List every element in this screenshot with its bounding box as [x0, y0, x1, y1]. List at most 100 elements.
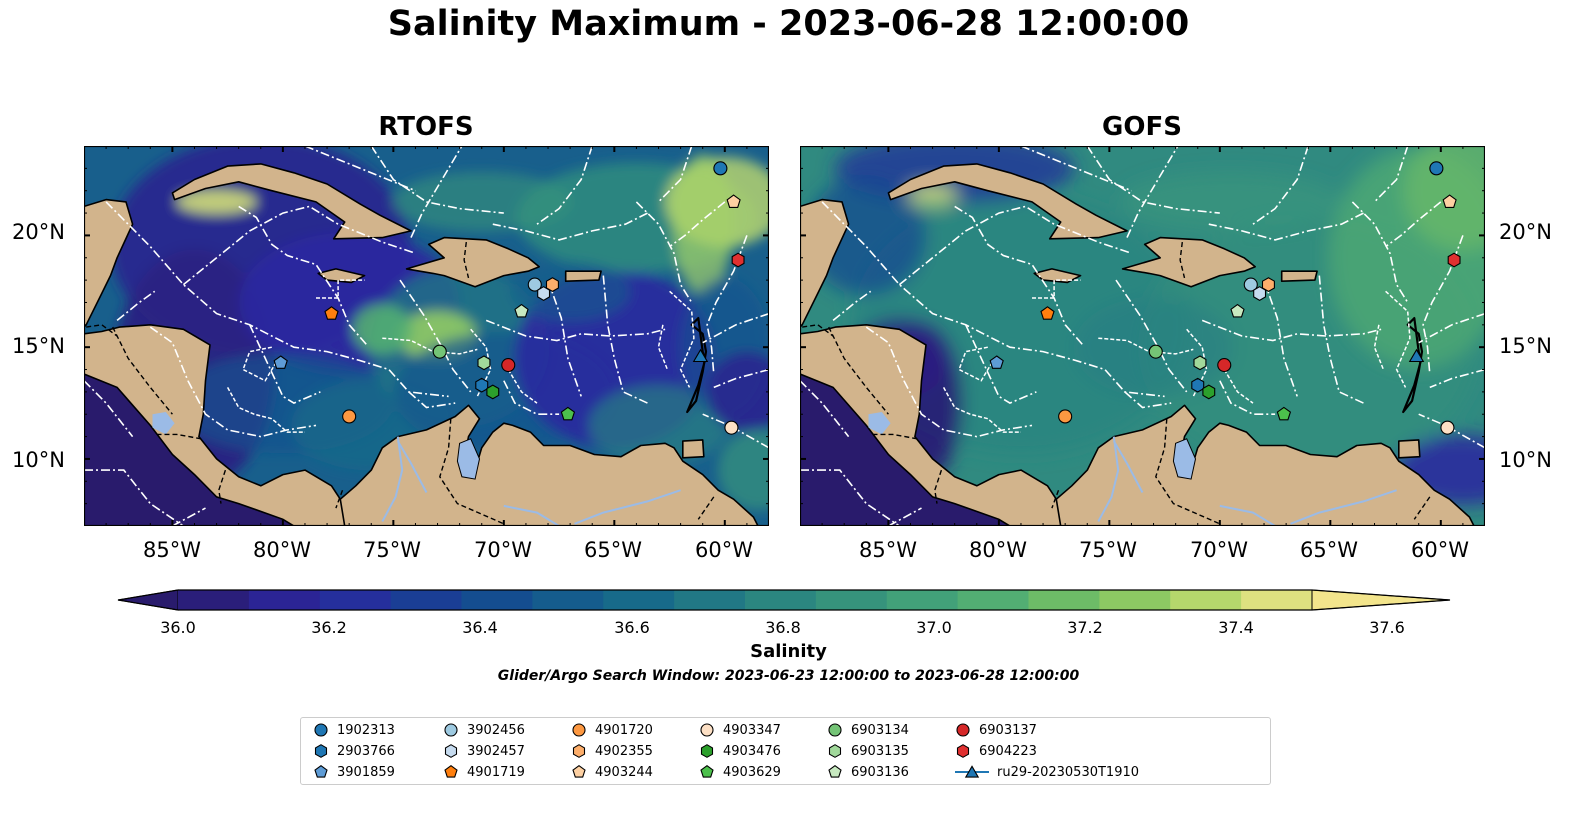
legend-label: 4903476 — [723, 743, 781, 759]
legend-label: 6904223 — [979, 743, 1037, 759]
pentagon-marker-icon — [444, 765, 458, 778]
platform-marker-2903766 — [475, 377, 489, 393]
legend-item-4903347: 4903347 — [699, 721, 781, 739]
ytick-label: 20°N — [12, 220, 65, 244]
colorbar-segment — [603, 590, 675, 610]
colorbar-tick: 36.4 — [462, 618, 498, 637]
hexagon-marker-icon — [572, 744, 586, 758]
xtick-label: 70°W — [474, 538, 532, 562]
platform-marker-ru29-20230530T1910 — [692, 348, 709, 363]
legend-label: 4901719 — [467, 764, 525, 780]
xtick-label: 75°W — [363, 538, 421, 562]
xtick-label: 85°W — [859, 538, 917, 562]
legend-label: 3902457 — [467, 743, 525, 759]
legend-item-6903137: 6903137 — [955, 721, 1037, 739]
legend-label: 4901720 — [595, 722, 653, 738]
map-panel-gofs — [800, 146, 1485, 526]
ytick-label: 20°N — [1499, 220, 1552, 244]
search-window-note: Glider/Argo Search Window: 2023-06-23 12… — [497, 668, 1080, 684]
platform-marker-1902313 — [1429, 161, 1444, 176]
legend-label: 4903244 — [595, 764, 653, 780]
legend-item-4902355: 4902355 — [571, 742, 653, 760]
legend-item-4901719: 4901719 — [443, 763, 525, 781]
xtick-label: 65°W — [1300, 538, 1358, 562]
platform-marker-4903629 — [1276, 406, 1292, 421]
circle-marker-icon — [572, 723, 586, 737]
platform-marker-2903766 — [1191, 377, 1205, 393]
circle-marker-icon — [314, 723, 328, 737]
platform-marker-4902355 — [1261, 277, 1275, 293]
colorbar-extend-low — [117, 589, 179, 611]
legend-label: 2903766 — [337, 743, 395, 759]
platform-marker-4901720 — [1058, 409, 1073, 424]
pentagon-marker-icon — [314, 765, 328, 778]
platform-marker-3902456 — [1243, 277, 1258, 292]
platform-marker-ru29-20230530T1910 — [1408, 348, 1425, 363]
legend-label: 6903134 — [851, 722, 909, 738]
legend-item-ru29-20230530T1910: ru29-20230530T1910 — [955, 763, 1139, 781]
legend-item-4901720: 4901720 — [571, 721, 653, 739]
legend-item-3902457: 3902457 — [443, 742, 525, 760]
colorbar-tick: 37.0 — [916, 618, 952, 637]
map-panel-rtofs — [84, 146, 769, 526]
colorbar-segment — [248, 590, 321, 610]
legend-item-4903476: 4903476 — [699, 742, 781, 760]
colorbar-segment — [1170, 590, 1242, 610]
legend-label: ru29-20230530T1910 — [997, 764, 1140, 780]
platform-marker-6904223 — [1447, 252, 1461, 268]
colorbar-tick: 36.0 — [160, 618, 196, 637]
ytick-label: 10°N — [1499, 448, 1552, 472]
colorbar-segment — [1099, 590, 1171, 610]
hexagon-marker-icon — [314, 744, 328, 758]
ytick-label: 15°N — [12, 334, 65, 358]
platform-marker-3902456 — [527, 277, 542, 292]
colorbar-extend-high — [1311, 589, 1451, 611]
triangle-marker-icon — [955, 765, 989, 778]
colorbar-segment — [390, 590, 463, 610]
colorbar-segment — [815, 590, 888, 610]
legend-label: 3901859 — [337, 764, 395, 780]
figure-title: Salinity Maximum - 2023-06-28 12:00:00 — [387, 4, 1190, 44]
hexagon-marker-icon — [956, 744, 970, 758]
legend-item-6903134: 6903134 — [827, 721, 909, 739]
platform-marker-3901859 — [989, 355, 1004, 369]
xtick-label: 65°W — [584, 538, 642, 562]
legend-label: 1902313 — [337, 722, 395, 738]
colorbar-segment — [745, 590, 817, 610]
pentagon-marker-icon — [828, 765, 842, 778]
xtick-label: 70°W — [1190, 538, 1248, 562]
legend-item-1902313: 1902313 — [313, 721, 395, 739]
circle-marker-icon — [956, 723, 970, 737]
ytick-label: 10°N — [12, 448, 65, 472]
colorbar-label: Salinity — [750, 641, 827, 662]
platform-marker-4903476 — [486, 384, 500, 400]
platform-marker-6904223 — [731, 252, 745, 268]
colorbar-tick: 37.6 — [1369, 618, 1405, 637]
colorbar-segment — [319, 590, 392, 610]
colorbar-segment — [178, 590, 250, 610]
legend-label: 6903136 — [851, 764, 909, 780]
colorbar-tick: 36.6 — [614, 618, 650, 637]
legend-item-6904223: 6904223 — [955, 742, 1037, 760]
colorbar-segment — [1028, 590, 1100, 610]
platform-marker-4901719 — [1040, 306, 1055, 320]
legend-label: 3902456 — [467, 722, 525, 738]
platform-marker-4903347 — [1440, 420, 1455, 435]
hexagon-marker-icon — [828, 744, 842, 758]
legend-item-3902456: 3902456 — [443, 721, 525, 739]
legend-label: 4903347 — [723, 722, 781, 738]
legend-item-2903766: 2903766 — [313, 742, 395, 760]
colorbar-tick: 36.8 — [765, 618, 801, 637]
platform-marker-4901720 — [342, 409, 357, 424]
platform-marker-4902355 — [545, 277, 559, 293]
platform-marker-6903134 — [1148, 344, 1163, 359]
platform-marker-4903476 — [1202, 384, 1216, 400]
legend-label: 6903135 — [851, 743, 909, 759]
legend-label: 4903629 — [723, 764, 781, 780]
platform-marker-6903136 — [1230, 303, 1245, 318]
legend-item-6903136: 6903136 — [827, 763, 909, 781]
platform-marker-4903629 — [560, 406, 576, 421]
circle-marker-icon — [444, 723, 458, 737]
platform-marker-4901719 — [324, 306, 339, 320]
platform-marker-6903134 — [432, 344, 447, 359]
